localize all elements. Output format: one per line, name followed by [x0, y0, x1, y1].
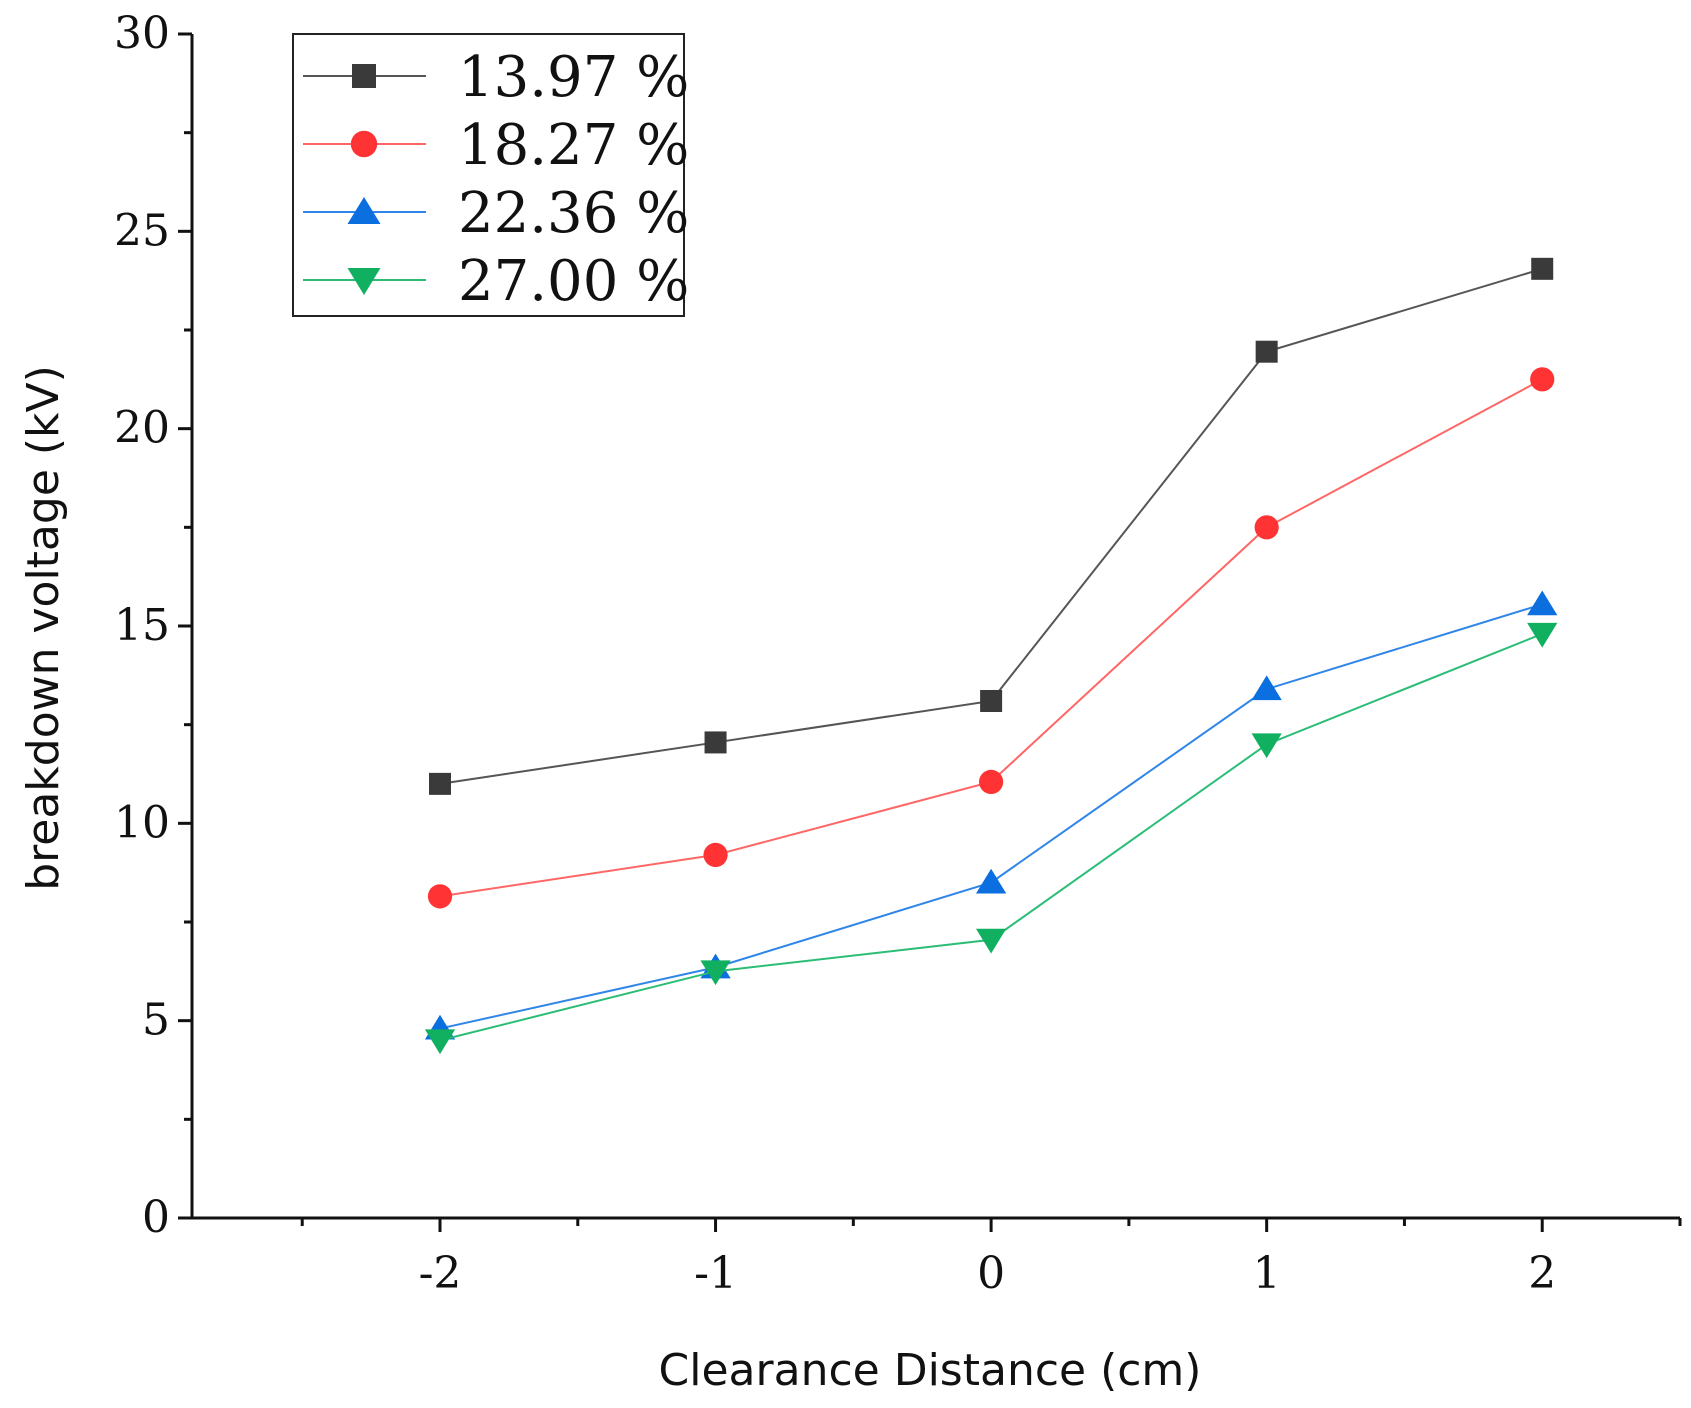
x-axis-title: Clearance Distance (cm) — [659, 1345, 1202, 1396]
data-point — [1527, 590, 1558, 616]
data-point — [1251, 733, 1282, 759]
legend-marker — [347, 268, 381, 295]
data-point — [700, 960, 731, 986]
legend-entry: 27.00 % — [303, 249, 689, 314]
series-1 — [429, 257, 1554, 795]
series-2 — [427, 367, 1555, 909]
legend-label: 27.00 % — [458, 249, 689, 314]
legend-marker — [347, 197, 381, 224]
data-point — [975, 868, 1007, 894]
y-tick-label: 20 — [114, 403, 170, 454]
y-tick-label: 15 — [114, 600, 170, 651]
data-point — [1527, 622, 1558, 648]
legend-entry: 18.27 % — [303, 113, 689, 178]
data-point — [427, 884, 453, 909]
legend-label: 18.27 % — [458, 113, 689, 178]
x-tick-label: -2 — [419, 1248, 462, 1299]
data-point — [1255, 340, 1278, 363]
data-point — [979, 769, 1004, 794]
data-point — [1531, 257, 1554, 280]
legend-marker — [350, 130, 378, 158]
y-tick-label: 5 — [142, 995, 170, 1046]
data-point — [1530, 367, 1555, 392]
y-tick-label: 25 — [114, 205, 170, 256]
y-tick-label: 30 — [114, 8, 170, 59]
data-point — [1254, 515, 1279, 540]
data-point — [975, 928, 1007, 954]
series-line — [439, 378, 1543, 898]
legend: 13.97 %18.27 %22.36 %27.00 % — [292, 33, 689, 317]
data-point — [703, 842, 728, 868]
legend-label: 22.36 % — [458, 181, 689, 246]
axes: 0 5 10 15 20 25 30 -2 -1 0 1 2 — [114, 8, 1682, 1299]
data-point — [704, 731, 727, 754]
data-point — [424, 1029, 456, 1055]
legend-entry: 13.97 % — [303, 45, 689, 110]
x-tick-label: 1 — [1253, 1248, 1281, 1299]
data-point — [980, 689, 1003, 712]
data-point — [1251, 675, 1282, 701]
series-3 — [424, 590, 1558, 1040]
legend-entry: 22.36 % — [303, 181, 689, 246]
x-tick-label: -1 — [694, 1248, 737, 1299]
x-tick-label: 2 — [1528, 1248, 1556, 1299]
series-4 — [424, 622, 1558, 1055]
y-tick-label: 10 — [114, 797, 170, 848]
series-line — [439, 603, 1543, 1030]
series-layer — [424, 257, 1558, 1055]
data-point — [429, 772, 451, 795]
x-tick-label: 0 — [977, 1248, 1005, 1299]
y-tick-label: 0 — [142, 1192, 170, 1243]
legend-label: 13.97 % — [458, 45, 689, 110]
y-axis-title: breakdown voltage (kV) — [18, 365, 69, 891]
legend-marker — [352, 64, 376, 88]
